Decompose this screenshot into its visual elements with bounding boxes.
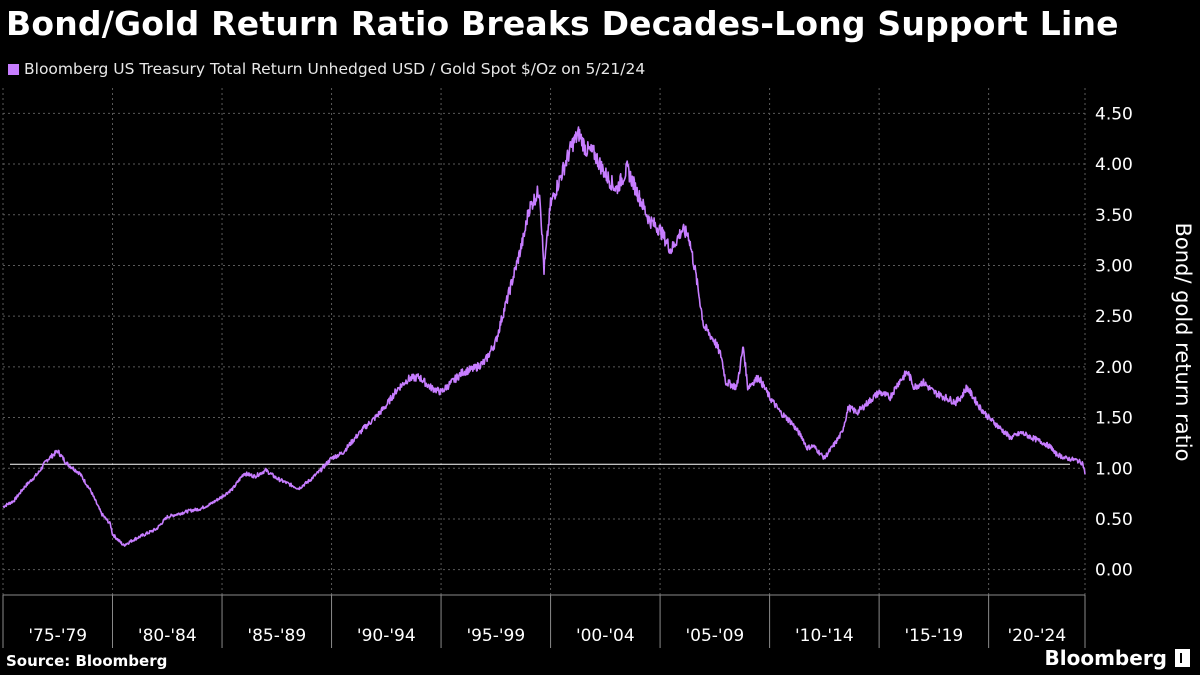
x-tick-label: '20-'24 bbox=[1007, 626, 1066, 646]
y-tick-label: 2.00 bbox=[1095, 358, 1133, 378]
chart-title: Bond/Gold Return Ratio Breaks Decades-Lo… bbox=[6, 4, 1119, 43]
source-note: Source: Bloomberg bbox=[6, 652, 168, 670]
x-tick-label: '85-'89 bbox=[247, 626, 306, 646]
y-tick-label: 4.00 bbox=[1095, 155, 1133, 175]
y-tick-label: 1.50 bbox=[1095, 409, 1133, 429]
bloomberg-terminal-icon bbox=[1175, 649, 1190, 667]
x-tick-label: '95-'99 bbox=[466, 626, 525, 646]
series-line-bond-gold-ratio bbox=[2, 126, 1086, 547]
y-tick-labels: 0.00 0.50 1.00 1.50 2.00 2.50 3.00 3.50 4.00 4.50 bbox=[1095, 104, 1133, 580]
legend-swatch bbox=[8, 63, 19, 75]
x-tick-label: '05-'09 bbox=[685, 626, 744, 646]
x-tick-label: '80-'84 bbox=[138, 626, 197, 646]
x-tick-label: '90-'94 bbox=[357, 626, 416, 646]
bloomberg-logo: Bloomberg bbox=[1045, 646, 1190, 670]
brand-text: Bloomberg bbox=[1044, 646, 1167, 670]
y-tick-label: 0.00 bbox=[1095, 561, 1133, 581]
y-tick-label: 4.50 bbox=[1095, 104, 1133, 124]
grid bbox=[2, 88, 1086, 595]
legend: Bloomberg US Treasury Total Return Unhed… bbox=[8, 60, 645, 78]
y-tick-label: 3.50 bbox=[1095, 206, 1133, 226]
x-tick-labels: '75-'79 '80-'84 '85-'89 '90-'94 '95-'99 '00-'… bbox=[28, 626, 1066, 646]
y-axis-label: Bond/ gold return ratio bbox=[1171, 223, 1195, 462]
y-tick-label: 1.00 bbox=[1095, 459, 1133, 479]
y-tick-label: 2.50 bbox=[1095, 307, 1133, 327]
x-tick-label: '10-'14 bbox=[795, 626, 854, 646]
y-tick-label: 3.00 bbox=[1095, 256, 1133, 276]
legend-label: Bloomberg US Treasury Total Return Unhed… bbox=[24, 60, 646, 78]
axes bbox=[2, 594, 1086, 648]
x-tick-label: '75-'79 bbox=[28, 626, 87, 646]
x-tick-label: '15-'19 bbox=[904, 626, 963, 646]
y-tick-label: 0.50 bbox=[1095, 510, 1133, 530]
x-tick-label: '00-'04 bbox=[576, 626, 635, 646]
